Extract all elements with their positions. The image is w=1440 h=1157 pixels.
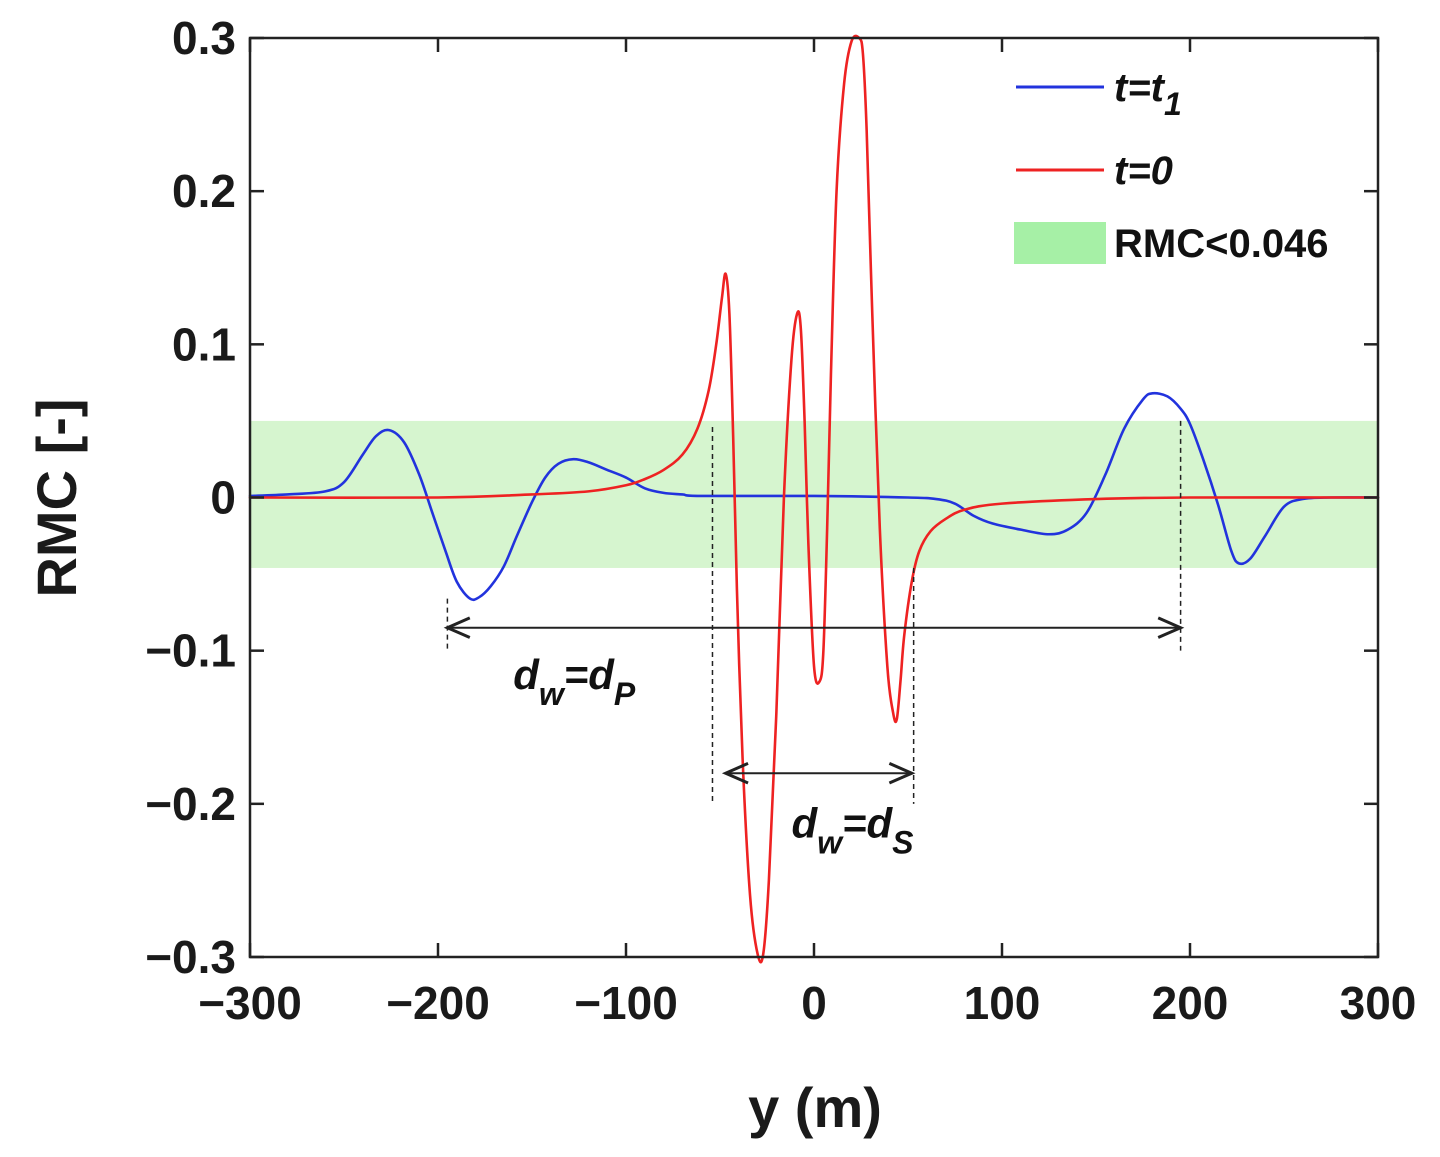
- y-tick-label: 0.2: [172, 165, 236, 217]
- annotation-label-dp: dw=dP: [513, 651, 636, 712]
- y-tick-label: 0.1: [172, 318, 236, 370]
- x-tick-label: −300: [198, 977, 302, 1029]
- annotation-label-ds: dw=dS: [791, 800, 914, 861]
- x-tick-label: −200: [386, 977, 490, 1029]
- x-tick-label: 200: [1152, 977, 1229, 1029]
- y-tick-label: −0.1: [145, 625, 236, 677]
- annotation-arrowhead: [888, 762, 916, 785]
- x-tick-label: −100: [574, 977, 678, 1029]
- x-tick-label: 100: [964, 977, 1041, 1029]
- axes-layer: −300 −200 −100 0 100 200 300 −0.3 −0.2 −0.1 0 0.1 0.…: [145, 12, 1416, 1029]
- series-line-t0: [248, 34, 1380, 964]
- y-tick-label: −0.3: [145, 931, 236, 983]
- x-tick-label: 0: [801, 977, 827, 1029]
- legend-label-band: RMC<0.046: [1114, 222, 1329, 266]
- series-layer: [248, 34, 1380, 964]
- annotation-arrowhead: [443, 616, 471, 639]
- y-tick-label: −0.2: [145, 778, 236, 830]
- legend: t=t1 t=0 RMC<0.046: [1014, 66, 1329, 266]
- annotation-arrowhead: [1157, 616, 1185, 639]
- rmc-threshold-band: [250, 420, 1378, 568]
- annotation-layer: dw=dP dw=dS: [443, 420, 1185, 861]
- legend-swatch-band: [1014, 222, 1106, 264]
- annotation-arrowhead: [721, 762, 749, 785]
- series-line-t1: [248, 391, 1380, 602]
- y-tick-label: 0.3: [172, 12, 236, 64]
- legend-label-t0: t=0: [1114, 149, 1173, 193]
- x-tick-label: 300: [1340, 977, 1417, 1029]
- rmc-band-layer: [250, 420, 1378, 568]
- x-axis-title: y (m): [748, 1076, 882, 1139]
- legend-label-t1: t=t1: [1114, 66, 1182, 122]
- y-axis-title: RMC [-]: [25, 398, 88, 597]
- y-tick-label: 0: [210, 472, 236, 524]
